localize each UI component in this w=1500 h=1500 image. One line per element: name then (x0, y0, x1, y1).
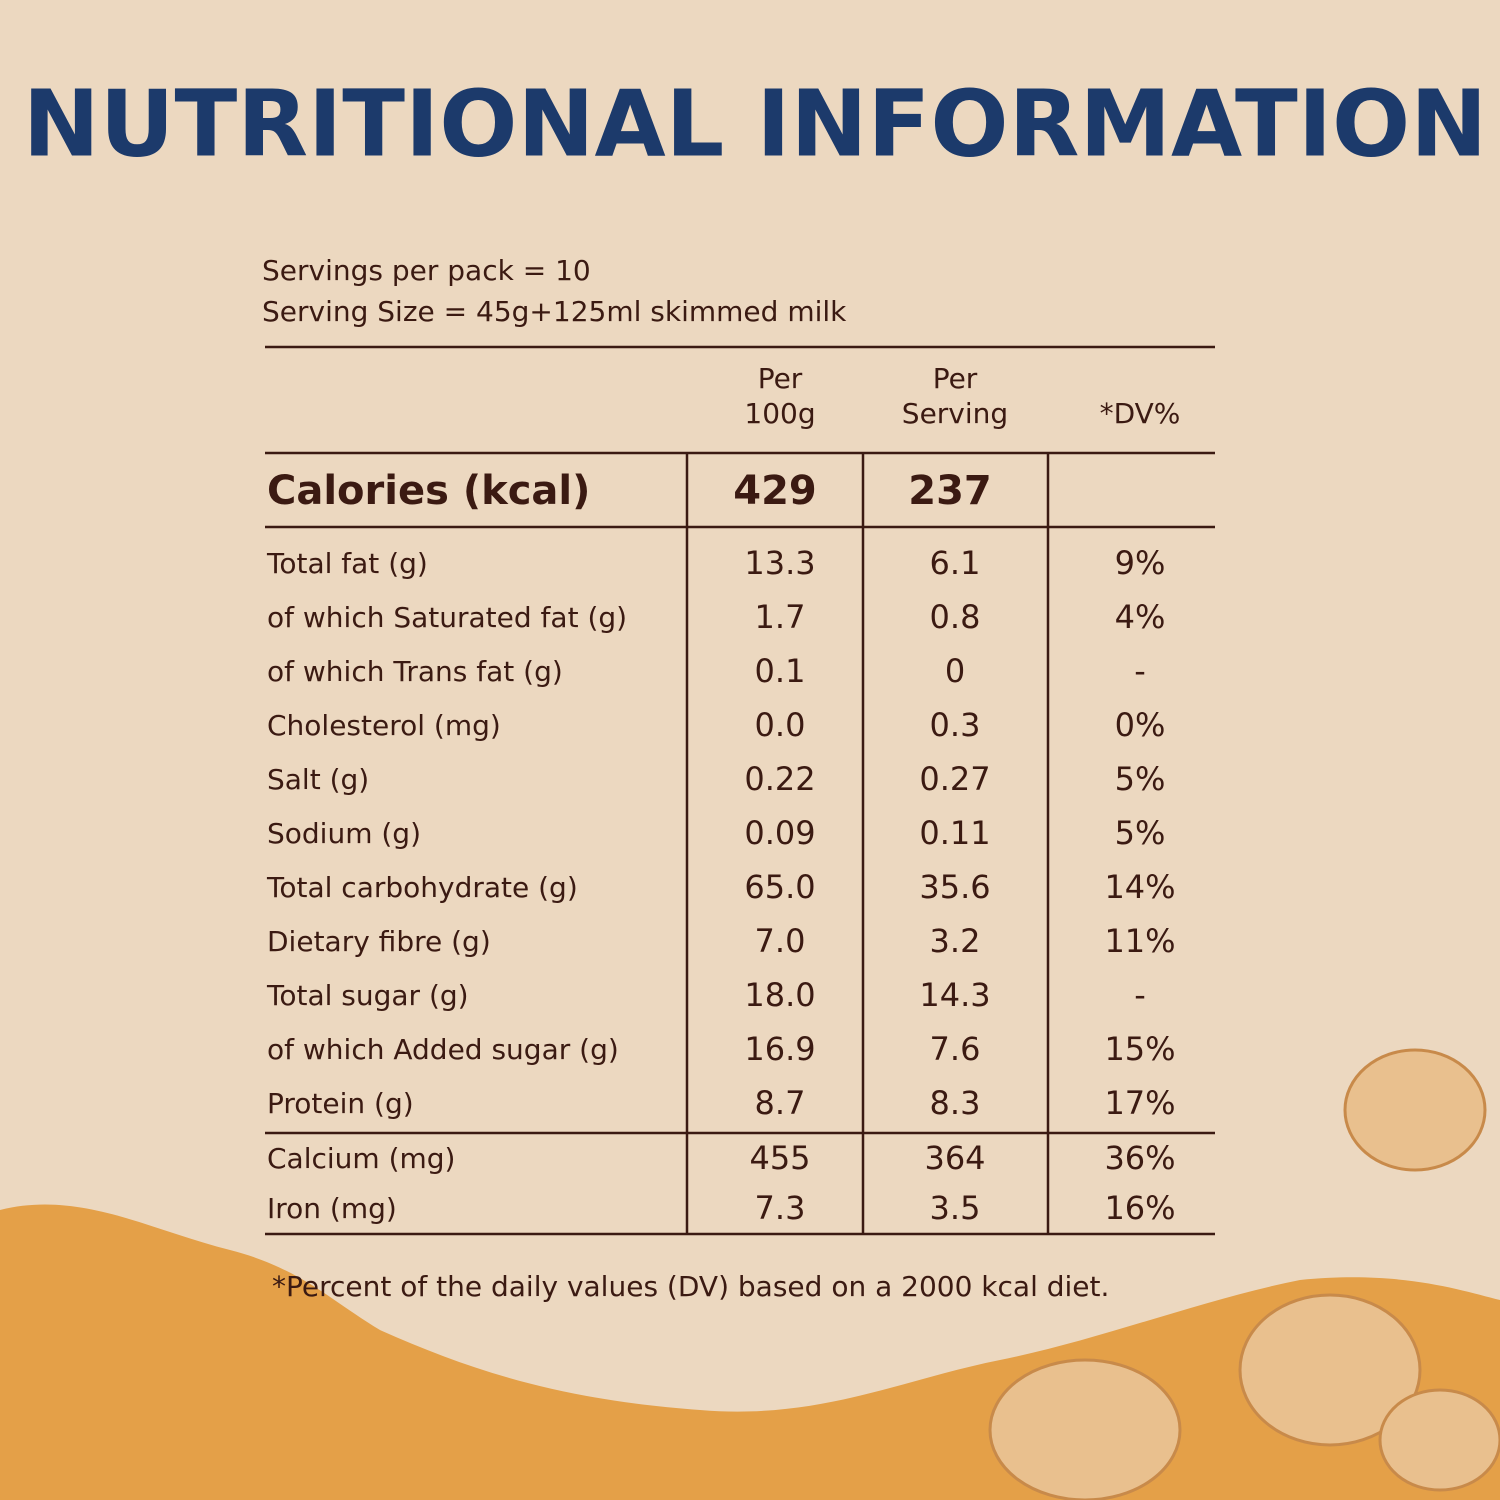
cell-value: 11% (1104, 922, 1175, 960)
row-label: Calories (kcal) (267, 468, 590, 514)
cell-value: 36% (1104, 1139, 1175, 1177)
row-label: of which Trans fat (g) (267, 655, 563, 688)
cell-value: 6.1 (930, 544, 981, 582)
cell-value: 16% (1104, 1189, 1175, 1227)
cell-value: 0.1 (755, 652, 806, 690)
cell-value: 8.3 (930, 1084, 981, 1122)
cell-value: 7.0 (755, 922, 806, 960)
cell-value: 3.2 (930, 922, 981, 960)
cell-value: 0.27 (919, 760, 990, 798)
cell-value: 1.7 (755, 598, 806, 636)
row-label: Calcium (mg) (267, 1142, 455, 1175)
column-header: 100g (744, 397, 815, 430)
cell-value: 0.0 (755, 706, 806, 744)
cell-value: 364 (924, 1139, 985, 1177)
servings-text: Servings per pack = 10 (262, 254, 591, 287)
cell-value: 0.22 (744, 760, 815, 798)
row-label: Total sugar (g) (266, 979, 469, 1012)
cell-value: 3.5 (930, 1189, 981, 1227)
row-label: Total fat (g) (266, 547, 428, 580)
servings-text: Serving Size = 45g+125ml skimmed milk (262, 295, 847, 328)
column-header: Serving (902, 397, 1008, 430)
cell-value: 7.6 (930, 1030, 981, 1068)
cell-value: 15% (1104, 1030, 1175, 1068)
cell-value: 5% (1115, 760, 1166, 798)
row-label: Salt (g) (267, 763, 369, 796)
cell-value: 14.3 (919, 976, 990, 1014)
row-label: Protein (g) (267, 1087, 414, 1120)
cell-value: 0% (1115, 706, 1166, 744)
cell-value: 18.0 (744, 976, 815, 1014)
cell-value: 8.7 (755, 1084, 806, 1122)
cell-value: 9% (1115, 544, 1166, 582)
column-header: *DV% (1100, 397, 1181, 430)
row-label: Iron (mg) (267, 1192, 397, 1225)
cell-value: - (1134, 652, 1146, 690)
cell-value: 7.3 (755, 1189, 806, 1227)
cell-value: 5% (1115, 814, 1166, 852)
row-label: of which Added sugar (g) (267, 1033, 619, 1066)
row-label: Total carbohydrate (g) (266, 871, 578, 904)
cell-value: 4% (1115, 598, 1166, 636)
cell-value: 35.6 (919, 868, 990, 906)
cell-value: 0 (945, 652, 965, 690)
title: NUTRITIONAL INFORMATION (23, 70, 1488, 177)
cell-value: 14% (1104, 868, 1175, 906)
cell-value: 0.8 (930, 598, 981, 636)
cell-value: 17% (1104, 1084, 1175, 1122)
cell-value: 13.3 (744, 544, 815, 582)
cell-value: 0.11 (919, 814, 990, 852)
granola-decoration (988, 1048, 1500, 1500)
cell-value: 429 (733, 468, 817, 514)
cell-value: 65.0 (744, 868, 815, 906)
cell-value: - (1134, 976, 1146, 1014)
column-header: Per (933, 362, 978, 395)
cell-value: 0.3 (930, 706, 981, 744)
row-label: Sodium (g) (267, 817, 421, 850)
cell-value: 237 (908, 468, 992, 514)
row-label: Cholesterol (mg) (267, 709, 501, 742)
footnote: *Percent of the daily values (DV) based … (272, 1270, 1109, 1303)
row-label: Dietary fibre (g) (267, 925, 491, 958)
cell-value: 455 (749, 1139, 810, 1177)
row-label: of which Saturated fat (g) (267, 601, 627, 634)
cell-value: 0.09 (744, 814, 815, 852)
cell-value: 16.9 (744, 1030, 815, 1068)
column-header: Per (758, 362, 803, 395)
